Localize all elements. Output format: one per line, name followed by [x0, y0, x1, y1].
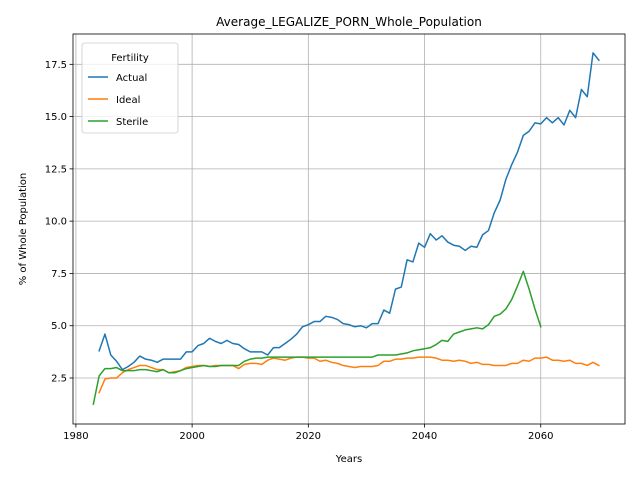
x-tick-label: 2060 — [528, 431, 553, 442]
series-line-sterile — [92, 270, 542, 406]
x-tick-label: 2020 — [296, 431, 321, 442]
y-tick-label: 12.5 — [45, 164, 67, 175]
y-tick-label: 5.0 — [51, 321, 67, 332]
x-tick-label: 2000 — [179, 431, 204, 442]
legend-label-ideal: Ideal — [116, 95, 140, 106]
y-axis-label: % of Whole Population — [18, 173, 29, 286]
axis-ticks: 1980 2000 2020 2040 2060 2.5 5.0 7.5 10.0 12.5 15.… — [45, 60, 554, 442]
y-tick-label: 2.5 — [51, 373, 67, 384]
y-tick-label: 10.0 — [45, 217, 67, 228]
series-line-actual — [98, 52, 600, 371]
legend: Fertility Actual Ideal Sterile — [81, 42, 179, 134]
y-tick-label: 7.5 — [51, 269, 67, 280]
chart-title: Average_LEGALIZE_PORN_Whole_Population — [216, 15, 482, 29]
grid — [73, 34, 625, 424]
legend-label-sterile: Sterile — [116, 117, 148, 128]
x-tick-label: 1980 — [63, 431, 88, 442]
legend-label-actual: Actual — [116, 73, 147, 84]
y-tick-label: 17.5 — [45, 60, 67, 71]
y-tick-label: 15.0 — [45, 112, 67, 123]
legend-title: Fertility — [111, 53, 149, 64]
plot-frame — [72, 33, 626, 425]
x-tick-label: 2040 — [412, 431, 437, 442]
legend-box — [81, 42, 179, 134]
series-lines — [92, 52, 600, 406]
x-axis-label: Years — [335, 454, 362, 465]
